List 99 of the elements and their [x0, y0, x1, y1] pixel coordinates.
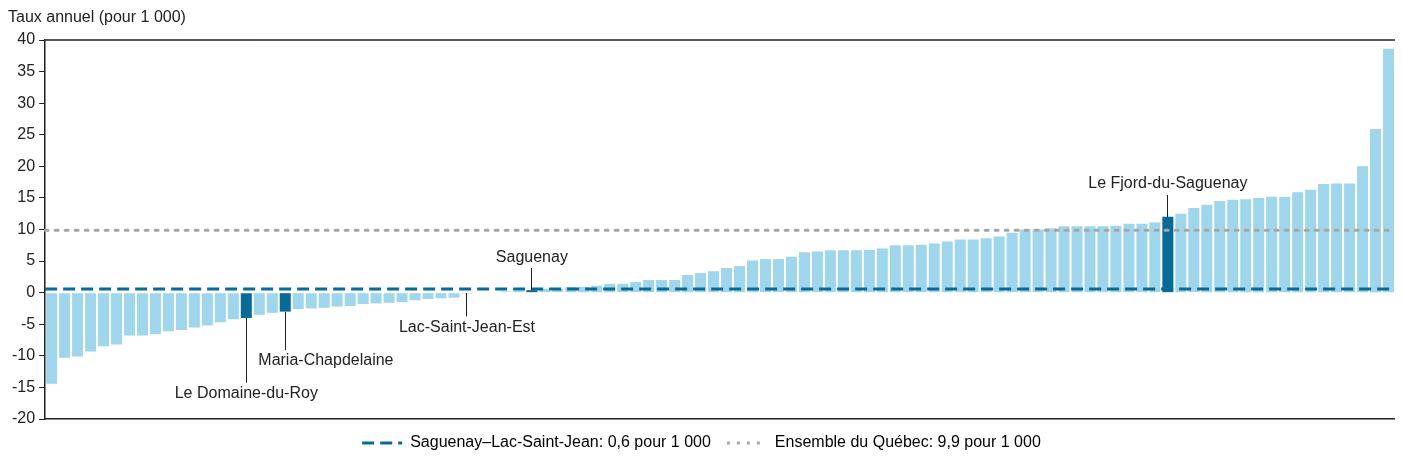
bar: [1123, 223, 1135, 293]
bar: [111, 293, 123, 345]
bar: [876, 248, 888, 293]
legend-label: Saguenay–Lac-Saint-Jean: 0,6 pour 1 000: [410, 433, 711, 451]
bar: [72, 293, 84, 357]
bar: [772, 259, 784, 293]
bar: [902, 245, 914, 293]
bar: [863, 249, 875, 293]
y-tick-label: -20: [12, 409, 36, 427]
bar: [1240, 199, 1252, 293]
bar: [941, 241, 953, 293]
bar: [980, 238, 992, 293]
bar: [1136, 223, 1148, 293]
bar: [149, 293, 161, 335]
bar: [734, 266, 746, 293]
bar: [305, 293, 317, 309]
bar: [1227, 199, 1239, 293]
bar: [240, 293, 252, 318]
legend-label: Ensemble du Québec: 9,9 pour 1 000: [774, 433, 1041, 451]
y-tick-label: 35: [17, 61, 36, 79]
bar: [1292, 192, 1304, 293]
bar: [162, 293, 174, 332]
y-tick-label: -15: [12, 377, 36, 395]
bar: [344, 293, 356, 306]
bar: [811, 251, 823, 293]
bar: [1045, 228, 1057, 293]
bar: [1214, 201, 1226, 293]
bar: [759, 259, 772, 293]
bar: [175, 293, 187, 330]
bar: [798, 252, 810, 293]
bar: [396, 293, 408, 303]
bar: [123, 293, 136, 336]
bar: [331, 293, 343, 307]
bar: [1357, 166, 1369, 293]
bar: [682, 274, 694, 293]
annotation: Le Domaine-du-Roy: [174, 384, 318, 402]
bar: [266, 293, 278, 313]
annotation: Maria-Chapdelaine: [258, 351, 394, 369]
bar: [201, 293, 213, 326]
bar: [98, 293, 110, 347]
bar: [1188, 208, 1200, 293]
bar: [214, 293, 226, 323]
annotation: Saguenay: [495, 247, 568, 265]
bar: [279, 293, 291, 312]
y-tick-label: 30: [17, 93, 36, 111]
bar: [785, 256, 797, 293]
y-tick-label: 25: [17, 125, 36, 143]
y-tick-label: -10: [12, 346, 36, 364]
bar: [824, 250, 836, 293]
bar: [1006, 232, 1018, 293]
bar: [1344, 183, 1356, 293]
bar: [850, 250, 862, 293]
bar: [1266, 196, 1278, 293]
bar: [85, 293, 97, 352]
bar: [357, 293, 369, 305]
bar: [409, 293, 421, 301]
bar: [1382, 48, 1395, 293]
bar: [954, 239, 966, 293]
bar: [915, 244, 927, 293]
bar: [1279, 196, 1291, 293]
bar: [1097, 226, 1109, 293]
bar: [292, 293, 304, 310]
bar: [227, 293, 239, 320]
bar: [1318, 184, 1330, 293]
bar: [1331, 183, 1343, 293]
y-tick-label: -5: [20, 314, 36, 332]
y-axis-title: Taux annuel (pour 1 000): [8, 8, 186, 26]
bar: [383, 293, 395, 303]
bar: [928, 243, 940, 293]
y-tick-label: 15: [17, 188, 36, 206]
y-tick-label: 0: [26, 283, 36, 301]
bar: [318, 293, 330, 308]
bar: [1370, 129, 1382, 293]
bar: [188, 293, 200, 328]
bar: [370, 293, 382, 304]
bar: [721, 268, 733, 293]
bar: [1019, 229, 1031, 293]
bar: [59, 293, 71, 358]
bar: [136, 293, 148, 336]
bar: [1253, 197, 1265, 293]
bar: [967, 239, 979, 293]
bar: [253, 293, 265, 315]
y-tick-label: 40: [17, 30, 36, 48]
bar: [889, 245, 901, 293]
bar: [1201, 204, 1213, 293]
bar: [1110, 225, 1122, 293]
bar: [993, 236, 1005, 293]
bar: [747, 260, 759, 293]
annotation: Le Fjord-du-Saguenay: [1088, 174, 1248, 192]
y-tick-label: 20: [17, 156, 36, 174]
bar: [1305, 189, 1317, 293]
bar: [1175, 213, 1187, 293]
bar: [1149, 222, 1161, 293]
annotation: Lac-Saint-Jean-Est: [398, 318, 536, 336]
bar: [837, 250, 849, 293]
y-tick-label: 5: [26, 251, 36, 269]
y-tick-label: 10: [17, 219, 36, 237]
bar: [1032, 229, 1044, 293]
bar: [46, 293, 58, 384]
